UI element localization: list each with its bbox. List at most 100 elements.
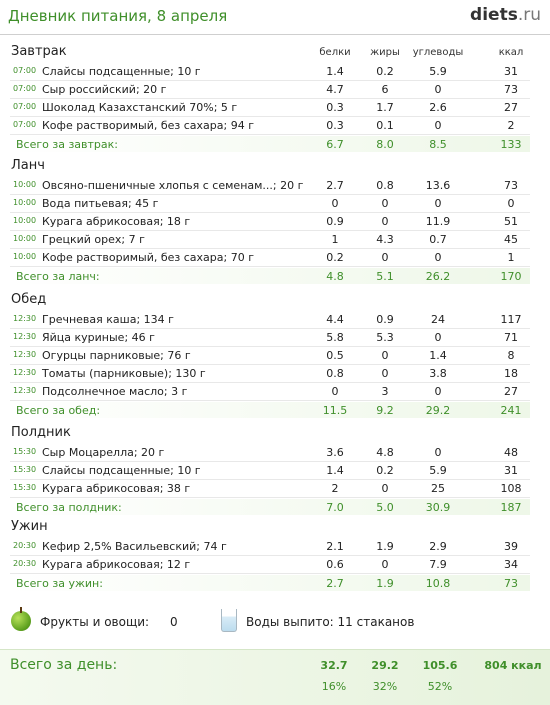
food-protein: 2.1 [326, 540, 344, 553]
food-time: 07:00 [13, 120, 37, 129]
column-header-kcal: ккал [498, 47, 524, 58]
food-time: 15:30 [13, 483, 37, 492]
food-time: 12:30 [13, 368, 37, 377]
food-row[interactable]: 12:30 Яйца куриные; 46 г 5.8 5.3 0 71 [10, 329, 530, 347]
food-fat: 0.2 [376, 65, 394, 78]
page-title: Дневник питания, 8 апреля [8, 7, 228, 25]
food-kcal: 45 [504, 233, 518, 246]
meal-total-fat: 5.0 [376, 501, 394, 514]
food-row[interactable]: 20:30 Курага абрикосовая; 12 г 0.6 0 7.9 34 [10, 556, 530, 574]
food-row[interactable]: 12:30 Огурцы парниковые; 76 г 0.5 0 1.4 8 [10, 347, 530, 365]
food-row[interactable]: 10:00 Курага абрикосовая; 18 г 0.9 0 11.9 51 [10, 213, 530, 231]
meal-title: Обед [11, 292, 47, 307]
meal-total-row: Всего за полдник: 7.0 5.0 30.9 187 [10, 499, 530, 515]
food-kcal: 73 [504, 83, 518, 96]
food-carbs: 0 [434, 83, 442, 96]
meal-total-carbs: 30.9 [425, 501, 451, 514]
site-logo[interactable]: diets.ru [470, 5, 541, 25]
meal-total-fat: 8.0 [376, 138, 394, 151]
food-row[interactable]: 10:00 Грецкий орех; 7 г 1 4.3 0.7 45 [10, 231, 530, 249]
food-carbs: 0 [434, 251, 442, 264]
food-carbs: 5.9 [429, 464, 447, 477]
day-summary: Всего за день: 32.7 29.2 105.6 804 ккал … [0, 649, 550, 705]
food-row[interactable]: 15:30 Сыр Моцарелла; 20 г 3.6 4.8 0 48 [10, 444, 530, 462]
food-protein: 0 [331, 385, 339, 398]
food-fat: 0 [381, 215, 389, 228]
food-carbs: 24 [431, 313, 445, 326]
day-pct-protein: 16% [321, 680, 347, 693]
food-fat: 4.8 [376, 446, 394, 459]
day-pct-fat: 32% [372, 680, 398, 693]
food-row[interactable]: 10:00 Овсяно-пшеничные хлопья с семенам..… [10, 177, 530, 195]
food-row[interactable]: 12:30 Томаты (парниковые); 130 г 0.8 0 3.8 18 [10, 365, 530, 383]
food-name: Яйца куриные; 46 г [42, 331, 155, 344]
meal-total-label: Всего за завтрак: [16, 138, 119, 151]
day-total-protein: 32.7 [320, 659, 348, 672]
food-protein: 1 [331, 233, 339, 246]
meal-title: Полдник [11, 425, 71, 440]
food-row[interactable]: 07:00 Кофе растворимый, без сахара; 94 г 0… [10, 117, 530, 135]
food-row[interactable]: 20:30 Кефир 2,5% Васильевский; 74 г 2.1 1.9… [10, 538, 530, 556]
food-name: Подсолнечное масло; 3 г [42, 385, 188, 398]
food-fat: 1.9 [376, 540, 394, 553]
header-divider [0, 34, 550, 35]
food-protein: 0.6 [326, 558, 344, 571]
food-fat: 0 [381, 367, 389, 380]
meal-total-kcal: 170 [500, 270, 522, 283]
food-kcal: 0 [507, 197, 515, 210]
food-time: 07:00 [13, 102, 37, 111]
meal-total-label: Всего за полдник: [16, 501, 122, 514]
apple-icon [11, 607, 31, 631]
food-time: 10:00 [13, 252, 37, 261]
food-time: 12:30 [13, 332, 37, 341]
fruits-label: Фрукты и овощи: [40, 615, 150, 629]
food-name: Томаты (парниковые); 130 г [42, 367, 206, 380]
food-time: 12:30 [13, 386, 37, 395]
food-time: 10:00 [13, 234, 37, 243]
food-row[interactable]: 12:30 Гречневая каша; 134 г 4.4 0.9 24 117 [10, 311, 530, 329]
food-kcal: 27 [504, 385, 518, 398]
food-name: Огурцы парниковые; 76 г [42, 349, 191, 362]
food-row[interactable]: 15:30 Слайсы подсащенные; 10 г 1.4 0.2 5.9 31 [10, 462, 530, 480]
day-pct-carbs: 52% [427, 680, 453, 693]
food-protein: 0.8 [326, 367, 344, 380]
food-fat: 0 [381, 197, 389, 210]
meal-total-protein: 11.5 [322, 404, 348, 417]
food-name: Вода питьевая; 45 г [42, 197, 159, 210]
food-carbs: 1.4 [429, 349, 447, 362]
meal-total-carbs: 10.8 [425, 577, 451, 590]
food-kcal: 1 [507, 251, 515, 264]
meal-total-carbs: 26.2 [425, 270, 451, 283]
food-row[interactable]: 15:30 Курага абрикосовая; 38 г 2 0 25 108 [10, 480, 530, 498]
food-carbs: 0 [434, 197, 442, 210]
food-kcal: 27 [504, 101, 518, 114]
food-time: 10:00 [13, 216, 37, 225]
food-row[interactable]: 10:00 Кофе растворимый, без сахара; 70 г 0… [10, 249, 530, 267]
meal-total-carbs: 29.2 [425, 404, 451, 417]
food-name: Курага абрикосовая; 18 г [42, 215, 191, 228]
food-carbs: 25 [431, 482, 445, 495]
food-carbs: 0 [434, 446, 442, 459]
meal-total-row: Всего за ланч: 4.8 5.1 26.2 170 [10, 268, 530, 284]
meal-total-fat: 1.9 [376, 577, 394, 590]
food-carbs: 0.7 [429, 233, 447, 246]
day-total-carbs: 105.6 [422, 659, 458, 672]
food-row[interactable]: 07:00 Шоколад Казахстанский 70%; 5 г 0.3 1.… [10, 99, 530, 117]
food-kcal: 108 [500, 482, 522, 495]
food-name: Слайсы подсащенные; 10 г [42, 464, 201, 477]
food-time: 20:30 [13, 541, 37, 550]
food-name: Сыр российский; 20 г [42, 83, 167, 96]
food-kcal: 2 [507, 119, 515, 132]
food-fat: 6 [381, 83, 389, 96]
food-row[interactable]: 07:00 Сыр российский; 20 г 4.7 6 0 73 [10, 81, 530, 99]
meal-total-kcal: 241 [500, 404, 522, 417]
food-row[interactable]: 10:00 Вода питьевая; 45 г 0 0 0 0 [10, 195, 530, 213]
food-time: 12:30 [13, 314, 37, 323]
food-time: 15:30 [13, 447, 37, 456]
food-time: 10:00 [13, 198, 37, 207]
food-row[interactable]: 07:00 Слайсы подсащенные; 10 г 1.4 0.2 5.9 31 [10, 63, 530, 81]
day-total-kcal: 804 ккал [484, 659, 542, 672]
food-fat: 0.2 [376, 464, 394, 477]
food-row[interactable]: 12:30 Подсолнечное масло; 3 г 0 3 0 27 [10, 383, 530, 401]
